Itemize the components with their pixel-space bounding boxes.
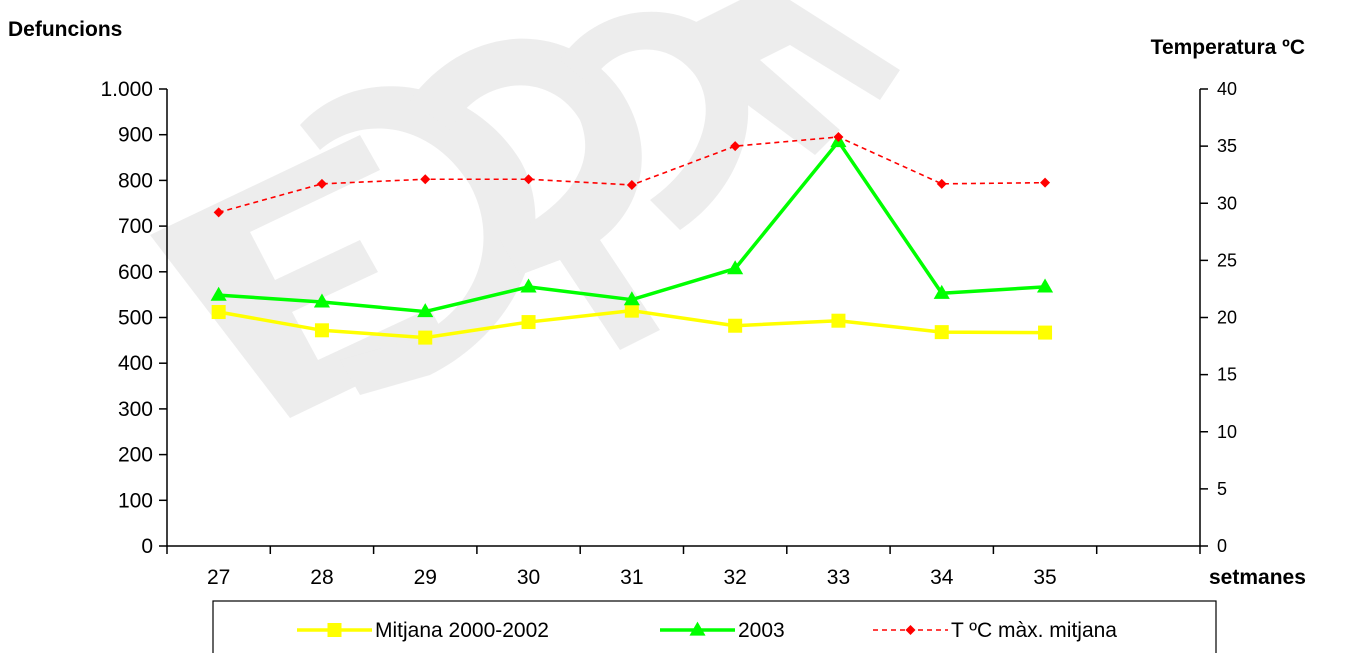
- y-axis-title: Defuncions: [8, 18, 122, 41]
- data-point: [520, 278, 537, 293]
- data-point: [314, 323, 329, 338]
- data-point: [831, 313, 846, 328]
- x-tick-label: 28: [310, 566, 333, 589]
- legend-label: Mitjana 2000-2002: [375, 619, 549, 642]
- data-point: [1040, 177, 1051, 188]
- data-point: [210, 286, 227, 301]
- legend-entry: T ºC màx. mitjana: [873, 619, 1117, 642]
- data-point: [624, 303, 639, 318]
- x-tick-label: 34: [930, 566, 954, 589]
- data-point: [623, 291, 640, 306]
- x-tick-label: 29: [414, 566, 437, 589]
- series-layer: [210, 131, 1054, 345]
- y2-tick-label: 40: [1217, 79, 1237, 99]
- x-tick-label: 30: [517, 566, 540, 589]
- x-tick-label: 32: [723, 566, 746, 589]
- y2-tick-label: 10: [1217, 422, 1237, 442]
- legend-swatch-marker: [689, 621, 706, 636]
- data-point: [313, 293, 330, 308]
- data-point: [523, 174, 534, 185]
- x-tick-label: 27: [207, 566, 230, 589]
- x-tick-label: 31: [620, 566, 643, 589]
- x-tick-label: 33: [827, 566, 850, 589]
- data-point: [521, 315, 536, 330]
- series-1: [211, 303, 1053, 345]
- y2-axis-title: Temperatura ºC: [1151, 36, 1305, 59]
- data-point: [211, 305, 226, 320]
- legend-swatch-marker: [905, 625, 916, 635]
- y-tick-label: 600: [118, 261, 153, 284]
- y-tick-label: 0: [141, 535, 153, 558]
- watermark: [150, 0, 900, 418]
- y2-tick-label: 5: [1217, 479, 1227, 499]
- y2-tick-label: 15: [1217, 365, 1237, 385]
- y-tick-label: 400: [118, 352, 153, 375]
- data-point: [1038, 325, 1053, 340]
- data-point: [418, 330, 433, 345]
- data-point: [626, 179, 637, 190]
- legend-box: [212, 600, 1217, 653]
- data-point: [727, 260, 744, 275]
- y-tick-label: 900: [118, 124, 153, 147]
- data-point: [417, 303, 434, 318]
- y-tick-label: 800: [118, 169, 153, 192]
- legend-swatch-marker: [327, 623, 342, 637]
- data-point: [1037, 278, 1054, 293]
- y2-tick-label: 25: [1217, 250, 1237, 270]
- data-point: [934, 325, 949, 340]
- data-point: [936, 178, 947, 189]
- series-3: [213, 131, 1051, 218]
- y-tick-label: 200: [118, 444, 153, 467]
- data-point: [316, 178, 327, 189]
- legend-label: T ºC màx. mitjana: [951, 619, 1117, 642]
- data-point: [420, 174, 431, 185]
- data-point: [213, 207, 224, 218]
- y-tick-label: 500: [118, 307, 153, 330]
- y-tick-label: 300: [118, 398, 153, 421]
- legend: Mitjana 2000-2002 2003 T ºC màx. mitjana: [212, 600, 1217, 653]
- data-point: [728, 318, 743, 333]
- y2-tick-label: 20: [1217, 308, 1237, 328]
- data-point: [833, 131, 844, 142]
- data-point: [933, 284, 950, 299]
- y-tick-label: 700: [118, 215, 153, 238]
- series-2: [210, 133, 1054, 318]
- data-point: [730, 141, 741, 152]
- x-axis-title: setmanes: [1209, 566, 1306, 589]
- legend-label: 2003: [738, 619, 785, 642]
- axes: 0 100 200 300 400 500 600 700 800 900 1.000 0 5 10 15 2…: [100, 78, 1237, 589]
- y2-tick-label: 30: [1217, 193, 1237, 213]
- y-tick-label: 1.000: [100, 78, 153, 101]
- y2-tick-label: 0: [1217, 536, 1227, 556]
- y-tick-label: 100: [118, 489, 153, 512]
- y2-tick-label: 35: [1217, 136, 1237, 156]
- x-tick-label: 35: [1033, 566, 1056, 589]
- legend-entry: Mitjana 2000-2002: [297, 619, 549, 642]
- legend-entry: 2003: [660, 619, 785, 642]
